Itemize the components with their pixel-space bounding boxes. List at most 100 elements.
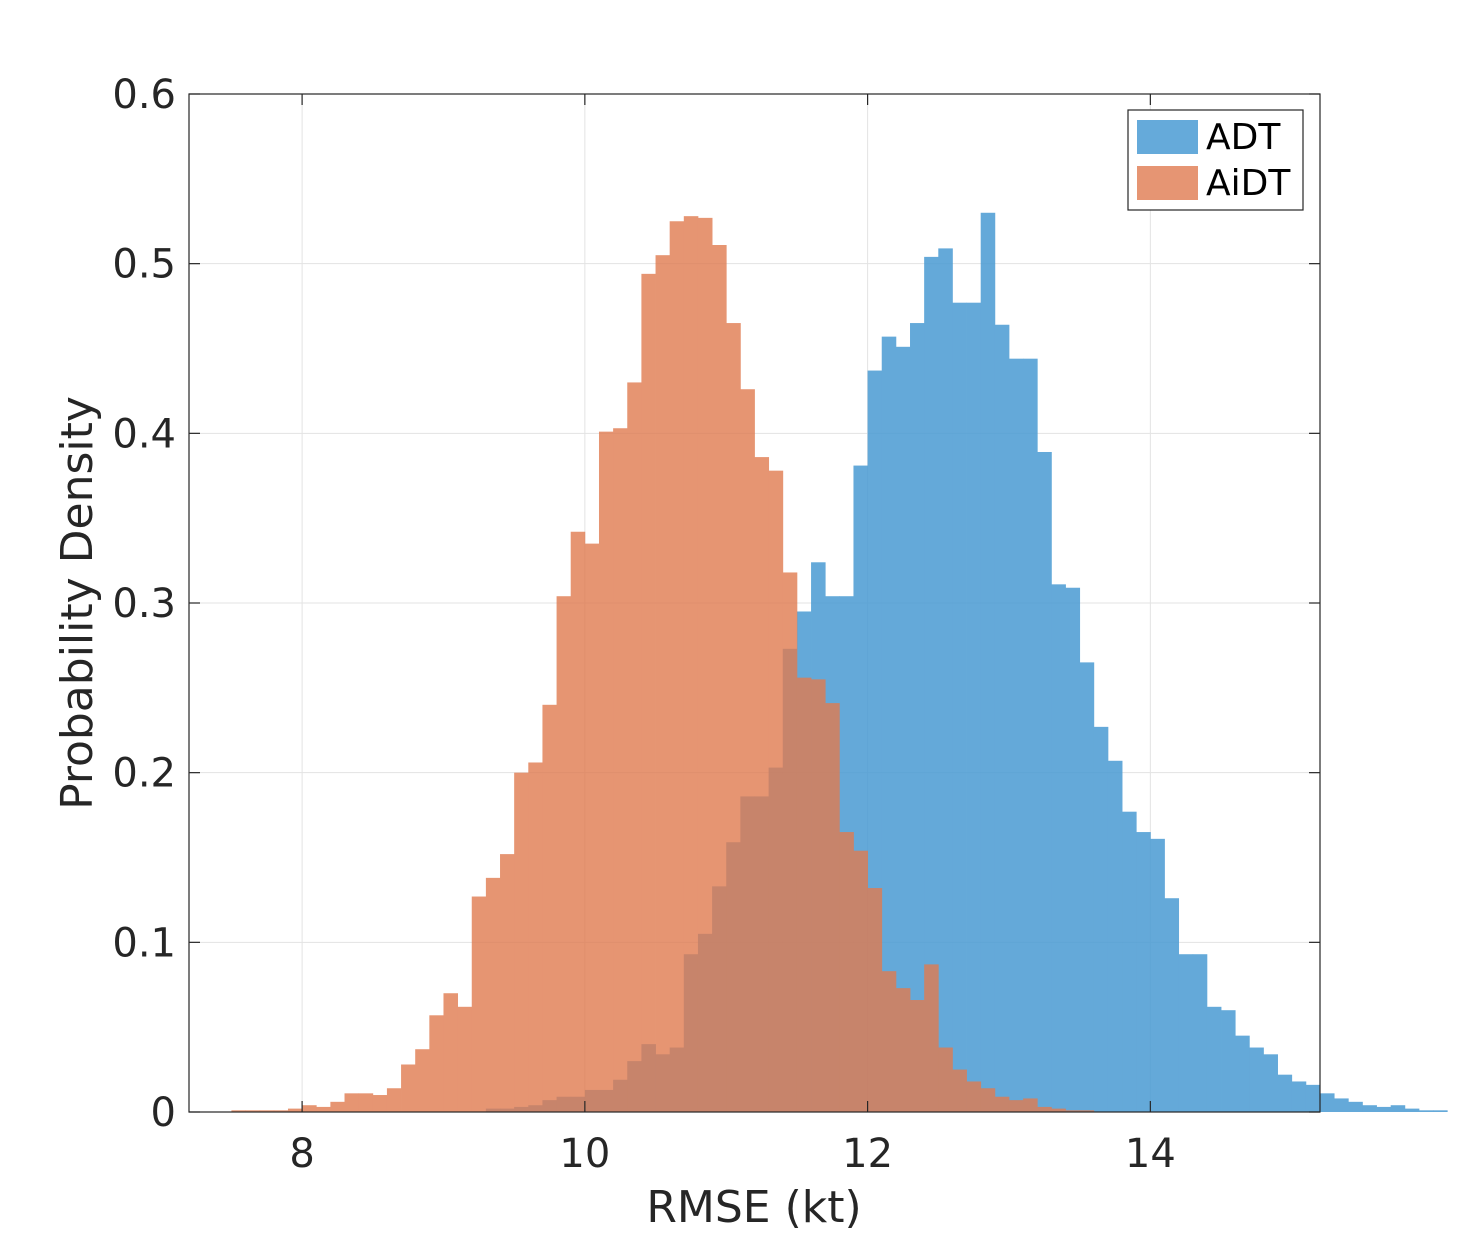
bar-adt (1235, 1035, 1250, 1112)
bar-aidt (245, 1110, 261, 1112)
bar-aidt (1051, 1108, 1066, 1112)
bar-aidt (401, 1064, 416, 1112)
y-tick-label: 0.2 (112, 751, 176, 797)
bar-aidt (726, 323, 741, 1112)
y-tick-label: 0 (151, 1090, 176, 1136)
bar-adt (1291, 1081, 1307, 1112)
bar-aidt (966, 1081, 982, 1112)
bar-aidt (796, 677, 812, 1112)
bar-aidt (514, 772, 529, 1112)
bar-aidt (457, 1006, 473, 1112)
bar-aidt (287, 1108, 303, 1112)
bar-adt (1008, 358, 1024, 1112)
bar-aidt (613, 428, 628, 1112)
bar-adt (1107, 760, 1123, 1112)
bar-aidt (1023, 1098, 1038, 1112)
bar-adt (938, 248, 953, 1112)
bar-aidt (1037, 1106, 1052, 1112)
bar-aidt (740, 389, 755, 1113)
bar-adt (881, 336, 897, 1113)
axis-ticks (189, 93, 1320, 1113)
bar-aidt (415, 1049, 430, 1112)
bar-aidt (259, 1110, 275, 1112)
bar-adt (1263, 1054, 1278, 1112)
bar-aidt (867, 888, 883, 1112)
bar-aidt (825, 703, 840, 1112)
bar-adt (1192, 954, 1208, 1112)
bar-aidt (1008, 1100, 1024, 1112)
bar-adt (1221, 1010, 1236, 1112)
bar-adt (1051, 584, 1066, 1112)
histogram-bars (231, 212, 1448, 1113)
bar-aidt (1065, 1110, 1081, 1112)
bar-aidt (938, 1047, 953, 1112)
bar-aidt (952, 1069, 967, 1112)
bar-aidt (542, 704, 557, 1112)
bar-adt (980, 212, 996, 1112)
bar-aidt (895, 988, 911, 1112)
x-tick-label: 14 (1125, 1131, 1176, 1177)
bar-aidt (881, 971, 897, 1112)
bar-aidt (655, 255, 671, 1112)
bar-adt (1023, 358, 1038, 1112)
bar-aidt (330, 1101, 345, 1112)
bar-adt (895, 346, 911, 1112)
bar-adt (1079, 662, 1095, 1112)
bar-adt (1178, 954, 1194, 1112)
y-tick-label: 0.6 (112, 72, 176, 118)
bar-adt (924, 256, 939, 1112)
bar-aidt (994, 1096, 1010, 1112)
bar-aidt (697, 217, 713, 1112)
bar-aidt (316, 1106, 331, 1112)
bar-adt (1065, 587, 1081, 1112)
bar-adt (1404, 1108, 1420, 1112)
legend-swatch-aidt (1137, 166, 1198, 200)
bar-aidt (853, 850, 868, 1112)
bar-adt (966, 302, 982, 1112)
bar-aidt (910, 1000, 925, 1112)
bar-aidt (273, 1110, 289, 1112)
bar-aidt (980, 1088, 996, 1112)
bar-adt (1150, 838, 1165, 1112)
y-tick-label: 0.1 (112, 920, 176, 966)
x-tick-label: 8 (289, 1131, 314, 1177)
bar-adt (1433, 1110, 1448, 1112)
legend[interactable]: ADT AiDT (1127, 109, 1304, 211)
x-tick-labels: 8 10 12 14 (289, 1131, 1175, 1177)
y-tick-labels: 0 0.1 0.2 0.3 0.4 0.5 0.6 (112, 72, 176, 1136)
bar-adt (1348, 1101, 1363, 1112)
legend-label-adt: ADT (1206, 117, 1281, 158)
bar-adt (1164, 898, 1180, 1112)
bar-aidt (627, 382, 642, 1112)
bar-adt (1390, 1105, 1406, 1112)
bar-adt (1249, 1047, 1264, 1112)
bar-aidt (1079, 1110, 1095, 1112)
bar-aidt (924, 964, 939, 1112)
bar-aidt (429, 1015, 444, 1112)
bar-aidt (839, 832, 854, 1112)
bar-aidt (500, 854, 515, 1112)
bar-adt (1277, 1074, 1293, 1112)
bar-adt (1376, 1106, 1392, 1112)
bar-aidt (669, 221, 685, 1112)
y-tick-label: 0.3 (112, 581, 176, 627)
bar-adt (1206, 1006, 1222, 1112)
bar-aidt (485, 877, 501, 1112)
bar-adt (1093, 726, 1109, 1112)
bar-adt (1418, 1110, 1434, 1112)
bar-aidt (344, 1093, 360, 1112)
bar-aidt (782, 572, 798, 1112)
bar-aidt (598, 431, 614, 1112)
bar-adt (1136, 832, 1151, 1112)
bar-aidt (471, 896, 487, 1112)
bar-aidt (386, 1088, 402, 1112)
bar-aidt (528, 762, 543, 1112)
bar-aidt (641, 273, 656, 1112)
bar-aidt (570, 531, 586, 1112)
x-tick-label: 10 (559, 1131, 610, 1177)
bar-aidt (231, 1110, 246, 1112)
bar-aidt (683, 216, 699, 1112)
bar-aidt (712, 245, 727, 1113)
bar-aidt (556, 596, 572, 1112)
